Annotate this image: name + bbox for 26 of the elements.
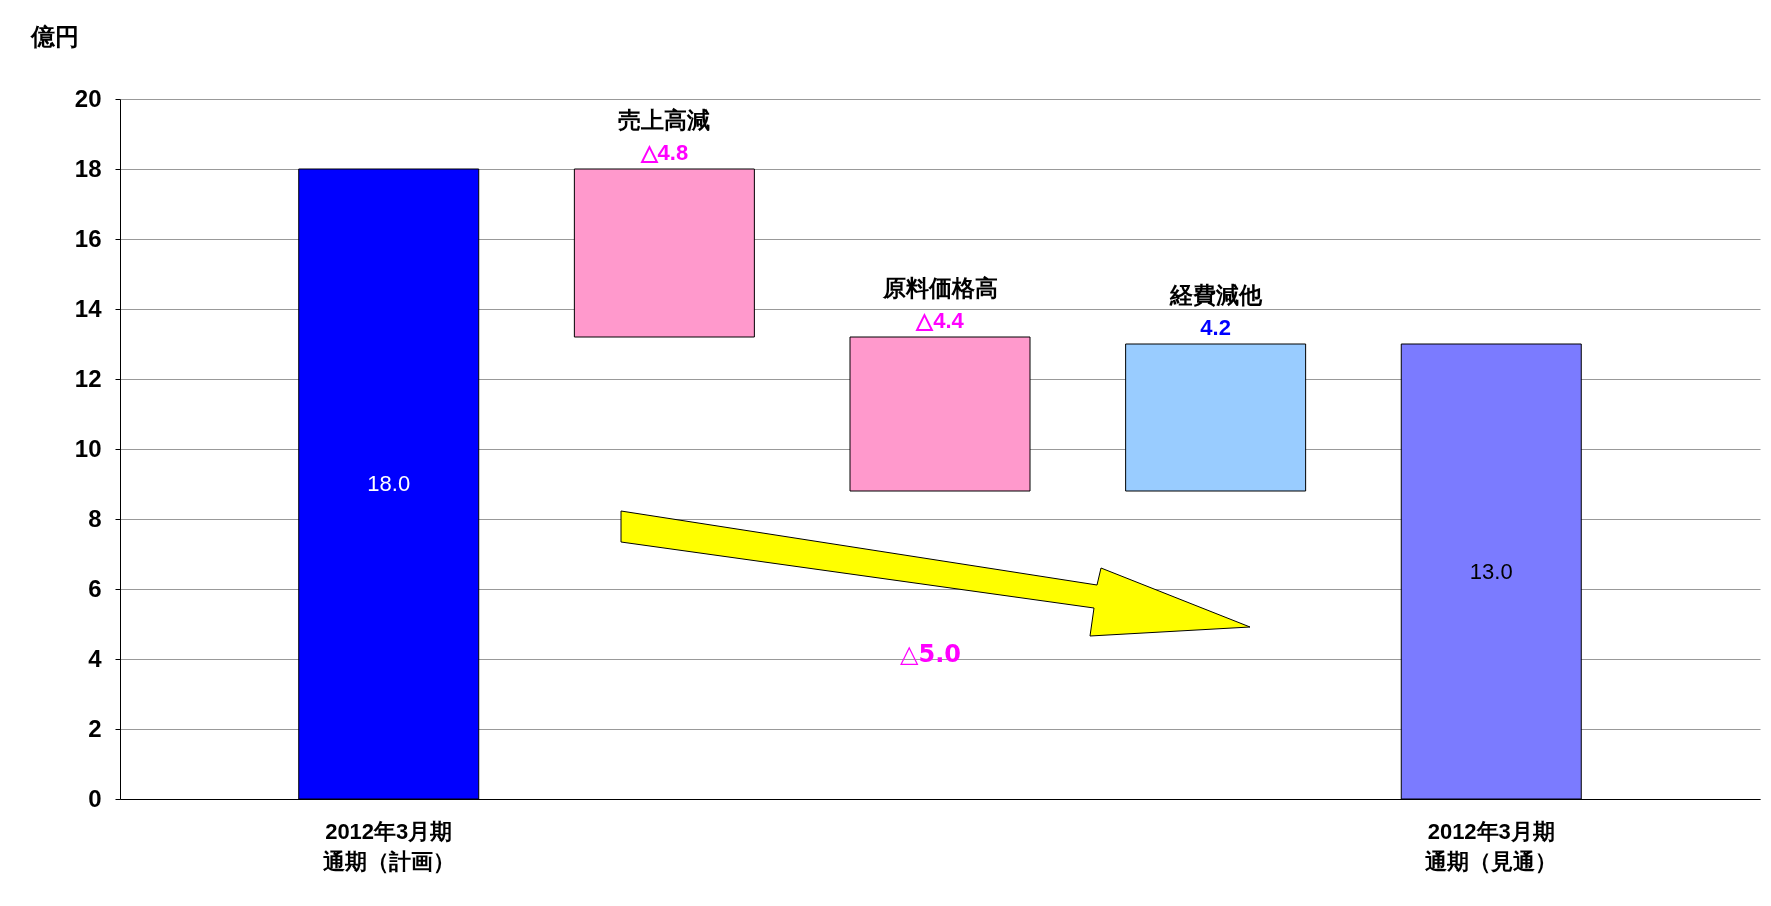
annotation: △5.0 bbox=[900, 640, 961, 668]
annotation: 経費減他 bbox=[1168, 282, 1263, 308]
y-tick-label: 8 bbox=[88, 504, 102, 532]
x-tick-label: 2012年3月期通期（見通） bbox=[1424, 818, 1558, 874]
annotation: 売上高減 bbox=[618, 107, 711, 133]
y-tick-label: 4 bbox=[88, 644, 103, 672]
y-tick-label: 16 bbox=[74, 224, 102, 252]
y-tick-label: 0 bbox=[88, 784, 102, 812]
bar bbox=[1125, 343, 1307, 492]
y-tick-label: 2 bbox=[88, 714, 102, 742]
bar bbox=[849, 336, 1031, 492]
y-axis-title: 億円 bbox=[29, 22, 79, 50]
y-tick-label: 6 bbox=[88, 574, 102, 602]
data-label: 4.2 bbox=[1200, 315, 1231, 340]
y-tick-label: 10 bbox=[74, 434, 102, 462]
data-label: 13.0 bbox=[1469, 558, 1513, 584]
y-tick-label: 14 bbox=[74, 294, 103, 322]
annotation: 原料価格高 bbox=[881, 275, 998, 301]
data-label: △4.8 bbox=[639, 140, 689, 165]
y-tick-label: 12 bbox=[74, 364, 102, 392]
data-label: △4.4 bbox=[915, 308, 965, 333]
data-label: 18.0 bbox=[367, 471, 411, 496]
bar bbox=[573, 168, 755, 338]
x-tick-label: 2012年3月期通期（計画） bbox=[321, 818, 455, 874]
y-tick-label: 20 bbox=[74, 84, 102, 112]
y-tick-label: 18 bbox=[74, 154, 102, 182]
